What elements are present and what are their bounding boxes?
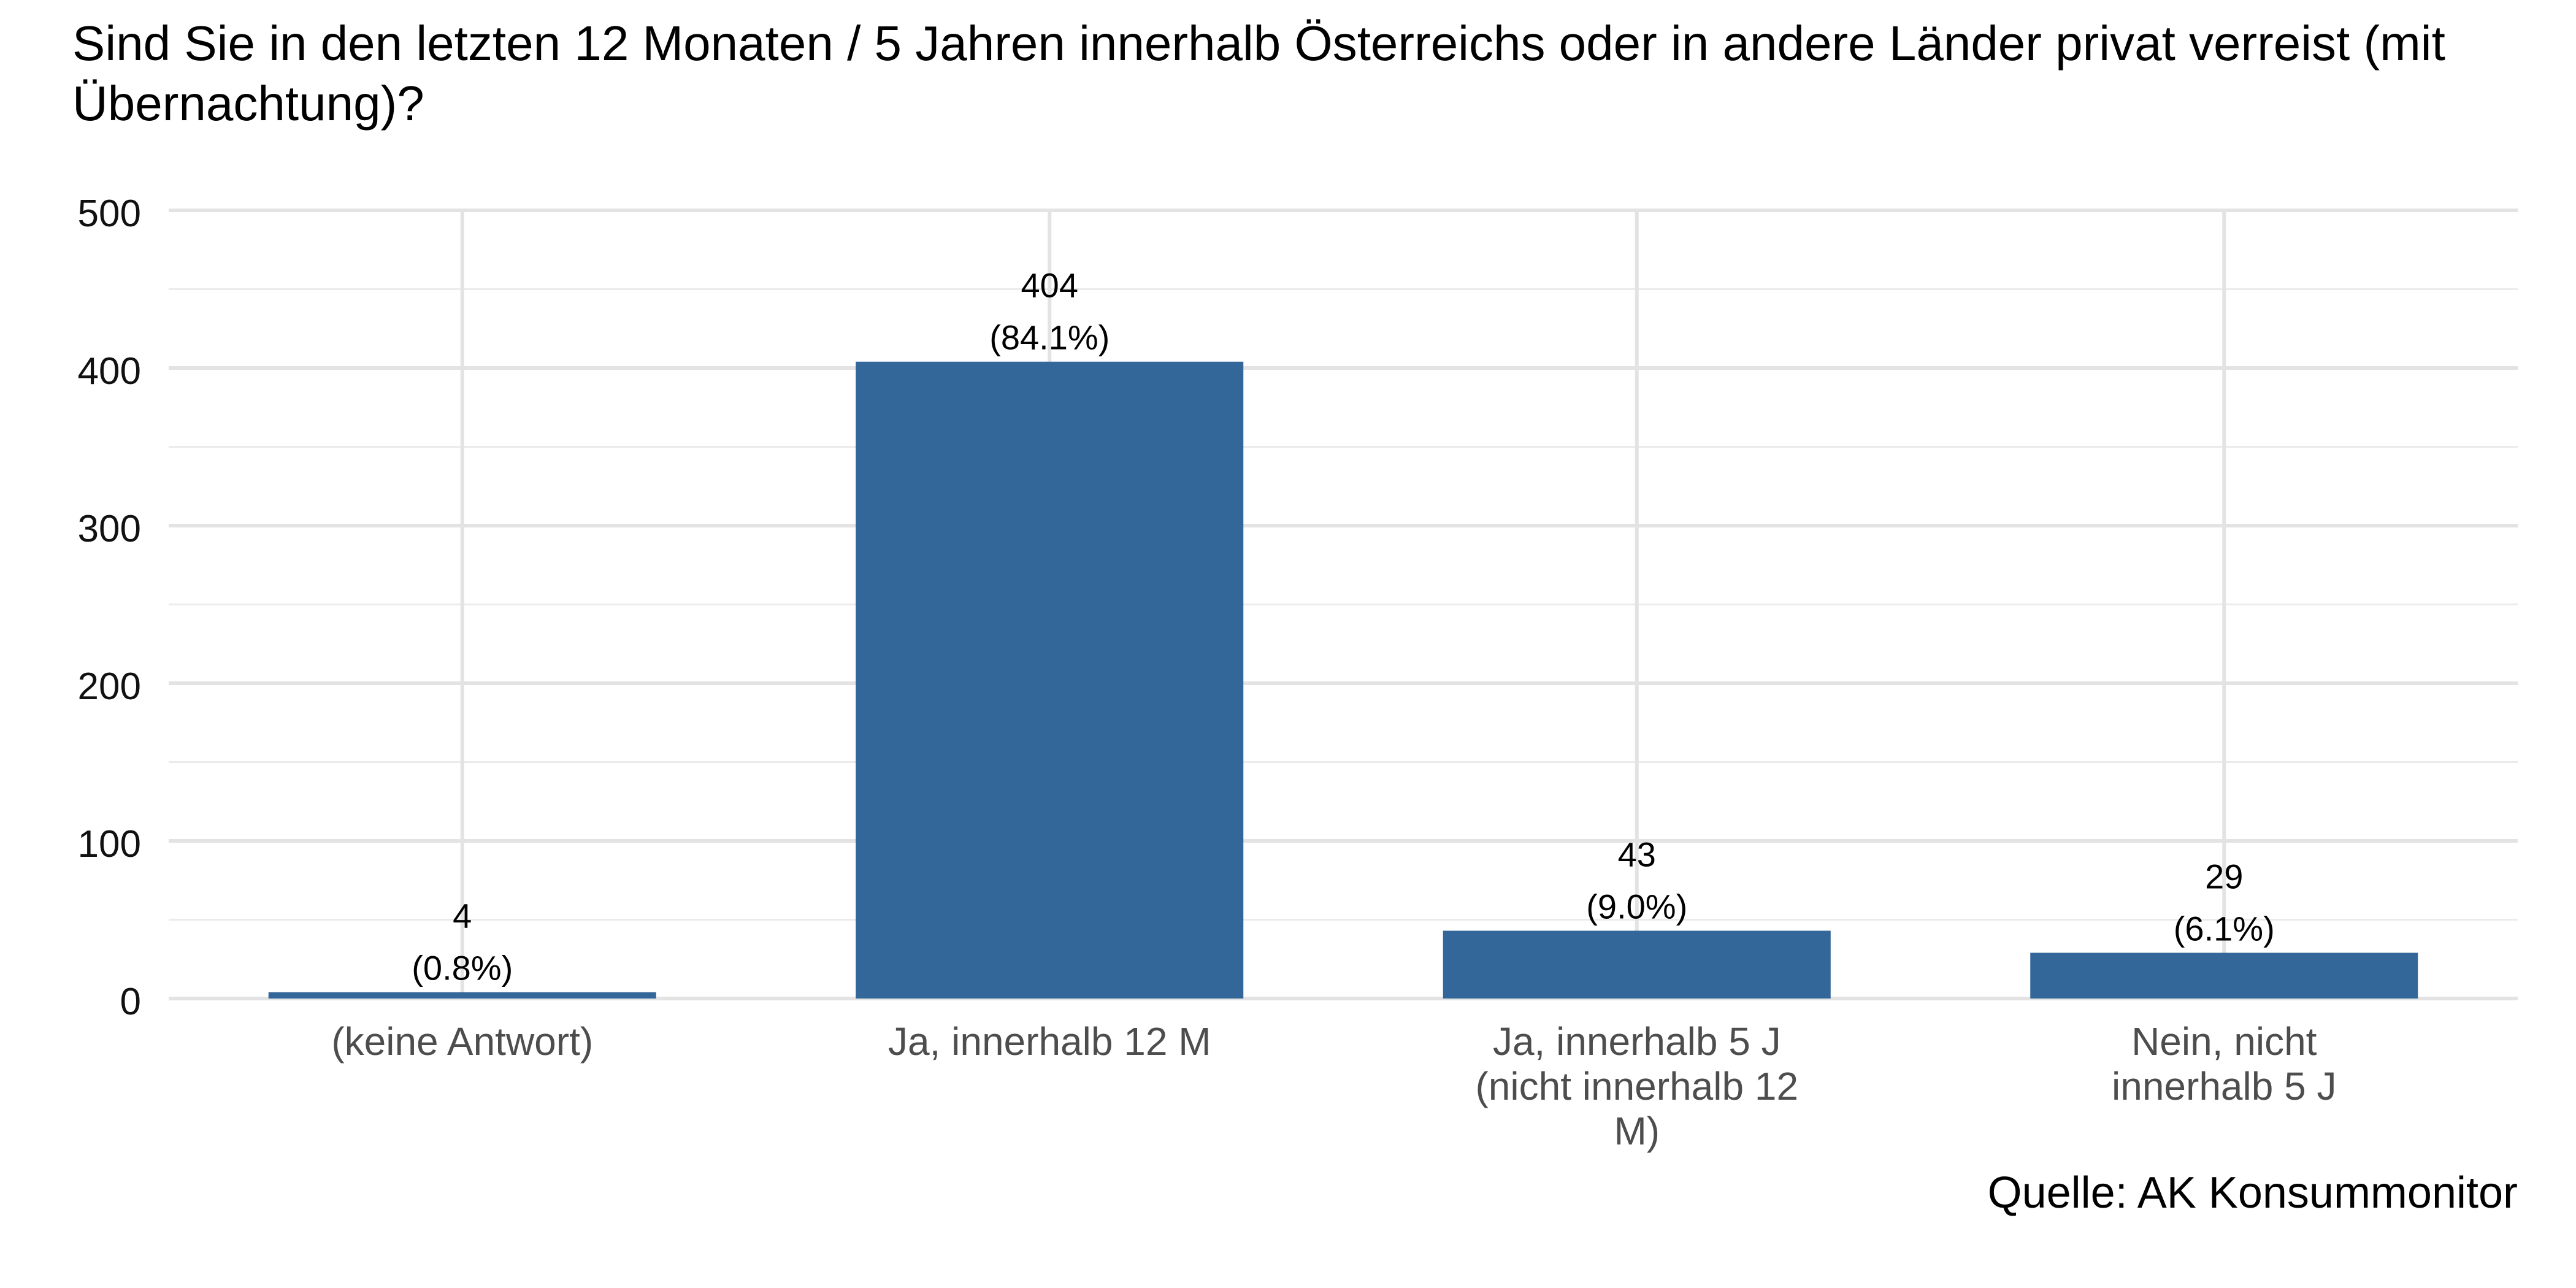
bars (268, 361, 2418, 999)
x-tick-label: Ja, innerhalb 5 J (nicht innerhalb 12 M) (1475, 1019, 1798, 1153)
y-tick-label: 100 (78, 823, 141, 865)
y-axis-ticks: 0 100 200 300 400 500 (78, 193, 141, 1023)
bar-percent-label: (6.1%) (2174, 909, 2275, 948)
chart-title: Sind Sie in den letzten 12 Monaten / 5 J… (72, 16, 2445, 131)
x-tick-label: Nein, nicht innerhalb 5 J (2112, 1019, 2336, 1108)
bar-percent-label: (84.1%) (989, 318, 1110, 357)
bar (856, 361, 1244, 999)
source-note: Quelle: AK Konsummonitor (1987, 1168, 2518, 1217)
bar (2030, 953, 2418, 999)
grid-lines (169, 209, 2518, 1000)
bar-value-label: 43 (1618, 835, 1656, 873)
data-labels: 4 (0.8%) 404 (84.1%) 43 (9.0%) 29 (6.1%) (412, 266, 2274, 987)
bar (1443, 930, 1831, 999)
bar-percent-label: (9.0%) (1586, 887, 1687, 926)
y-tick-label: 400 (78, 350, 141, 393)
x-tick-label: Ja, innerhalb 12 M (888, 1019, 1211, 1064)
bar-percent-label: (0.8%) (412, 949, 513, 987)
bar-value-label: 29 (2205, 857, 2243, 895)
x-axis-ticks: (keine Antwort) Ja, innerhalb 12 M Ja, inn… (331, 1019, 2336, 1153)
x-tick-label: (keine Antwort) (331, 1019, 593, 1064)
bar (268, 992, 656, 999)
y-tick-label: 200 (78, 665, 141, 708)
y-tick-label: 500 (78, 193, 141, 235)
y-tick-label: 0 (120, 981, 141, 1023)
bar-value-label: 4 (453, 897, 472, 935)
y-tick-label: 300 (78, 508, 141, 550)
bar-value-label: 404 (1021, 266, 1078, 305)
